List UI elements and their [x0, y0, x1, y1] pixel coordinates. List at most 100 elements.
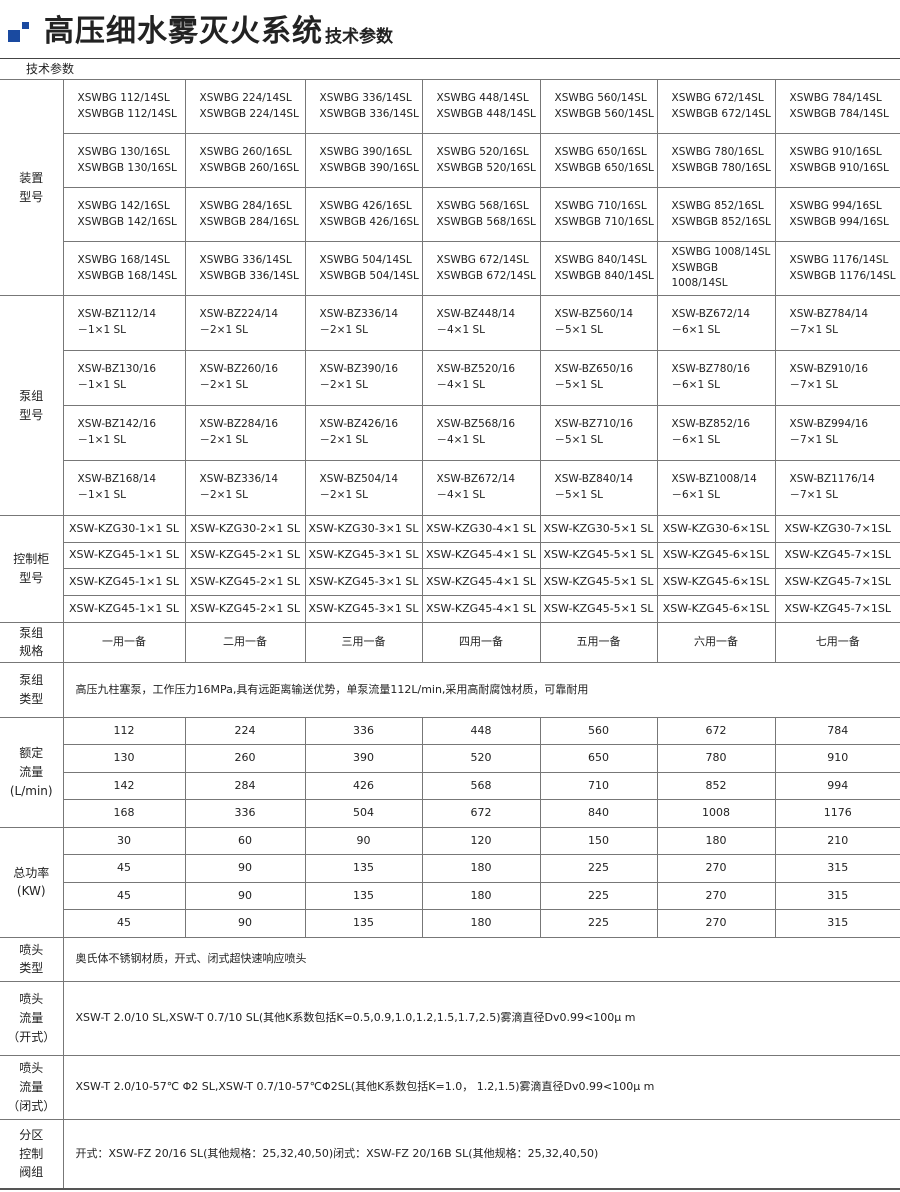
- pump-spec-cell: 二用一备: [184, 621, 306, 663]
- device-model-cell: XSWBG 520/16SL XSWBGB 520/16SL: [421, 133, 541, 188]
- wide-row: 喷头 流量 （开式） XSW-T 2.0/10 SL,XSW-T 0.7/10 S…: [0, 980, 900, 1056]
- cabinet-model-cell: XSW-KZG45-2×1 SL: [184, 541, 306, 570]
- cabinet-model-cell: XSW-KZG30-5×1 SL: [539, 515, 658, 543]
- pump-model-row: XSW-BZ142/16 －1×1 SL XSW-BZ284/16 －2×1 SL…: [0, 405, 900, 461]
- device-model-cell: XSWBG 142/16SL XSWBGB 142/16SL: [62, 187, 186, 242]
- pump-spec-cell: 一用一备: [62, 621, 186, 663]
- device-model-cell: XSWBG 1008/14SL XSWBGB 1008/14SL: [656, 241, 776, 296]
- cabinet-model-cell: XSW-KZG30-6×1SL: [656, 515, 776, 543]
- total-power-cell: 120: [421, 826, 541, 856]
- rated-flow-cell: 852: [656, 771, 776, 801]
- device-model-cell: XSWBG 994/16SL XSWBGB 994/16SL: [774, 187, 900, 242]
- device-model-cell: XSWBG 650/16SL XSWBGB 650/16SL: [539, 133, 658, 188]
- rated-flow-cell: 710: [539, 771, 658, 801]
- cabinet-model-cell: XSW-KZG45-1×1 SL: [62, 568, 186, 597]
- pump-model-cell: XSW-BZ390/16 －2×1 SL: [304, 350, 423, 406]
- device-model-row: 装置 型号 XSWBG 112/14SL XSWBGB 112/14SL XSWBG…: [0, 79, 900, 296]
- rated-flow-cell: 336: [304, 716, 423, 746]
- rated-flow-cell: 448: [421, 716, 541, 746]
- pump-model-row: XSW-BZ130/16 －1×1 SL XSW-BZ260/16 －2×1 SL…: [0, 350, 900, 406]
- cabinet-model-row: XSW-KZG45-1×1 SL XSW-KZG45-2×1 SL XSW-KZG4…: [0, 541, 900, 570]
- device-model-cell: XSWBG 1176/14SL XSWBGB 1176/14SL: [774, 241, 900, 296]
- spec-table: 技术参数 装置 型号 XSWBG 112/14SL XSWBGB 112/14SL X…: [0, 58, 900, 1191]
- cabinet-model-cell: XSW-KZG30-3×1 SL: [304, 515, 423, 543]
- pump-model-cell: XSW-BZ504/14 －2×1 SL: [304, 460, 423, 516]
- cabinet-model-cell: XSW-KZG45-4×1 SL: [421, 541, 541, 570]
- pump-model-label: 泵组 型号: [0, 295, 64, 516]
- wide-row: 喷头 类型 奥氏体不锈钢材质，开式、闭式超快速响应喷头: [0, 936, 900, 982]
- device-model-cell: XSWBG 560/14SL XSWBGB 560/14SL: [539, 79, 658, 134]
- rated-flow-row: 168 336 504 672 840 1008 1176: [0, 799, 900, 828]
- rated-flow-row: 额定 流量 (L/min) 112 224 336 448 560 672 784: [0, 716, 900, 828]
- total-power-cell: 135: [304, 854, 423, 883]
- cabinet-model-cell: XSW-KZG45-3×1 SL: [304, 541, 423, 570]
- wide-row: 分区 控制 阀组 开式：XSW-FZ 20/16 SL(其他规格：25,32,40…: [0, 1118, 900, 1191]
- device-model-cell: XSWBG 672/14SL XSWBGB 672/14SL: [421, 241, 541, 296]
- total-power-cell: 90: [184, 854, 306, 883]
- total-power-cell: 180: [421, 881, 541, 911]
- rated-flow-cell: 780: [656, 744, 776, 773]
- pump-model-cell: XSW-BZ852/16 －6×1 SL: [656, 405, 776, 461]
- pump-spec-cell: 七用一备: [774, 621, 900, 663]
- device-model-cell: XSWBG 336/14SL XSWBGB 336/14SL: [304, 79, 423, 134]
- pump-model-row: 泵组 型号 XSW-BZ112/14 －1×1 SL XSW-BZ224/14 －2…: [0, 295, 900, 516]
- cabinet-model-label: 控制柜 型号: [0, 515, 64, 623]
- pump-model-cell: XSW-BZ710/16 －5×1 SL: [539, 405, 658, 461]
- cabinet-model-cell: XSW-KZG45-2×1 SL: [184, 595, 306, 623]
- total-power-cell: 90: [184, 881, 306, 911]
- cabinet-model-cell: XSW-KZG45-5×1 SL: [539, 595, 658, 623]
- rated-flow-cell: 142: [62, 771, 186, 801]
- rated-flow-cell: 994: [774, 771, 900, 801]
- rated-flow-cell: 650: [539, 744, 658, 773]
- cabinet-model-cell: XSW-KZG45-4×1 SL: [421, 595, 541, 623]
- cabinet-model-cell: XSW-KZG45-1×1 SL: [62, 541, 186, 570]
- page-title: 高压细水雾灭火系统 技术参数: [8, 6, 393, 50]
- wide-row-text: 开式：XSW-FZ 20/16 SL(其他规格：25,32,40,50)闭式：X…: [62, 1118, 900, 1191]
- device-model-label: 装置 型号: [0, 79, 64, 296]
- device-model-row: XSWBG 130/16SL XSWBGB 130/16SL XSWBG 260/…: [0, 133, 900, 188]
- rated-flow-cell: 520: [421, 744, 541, 773]
- device-model-cell: XSWBG 852/16SL XSWBGB 852/16SL: [656, 187, 776, 242]
- header-label: 技术参数: [0, 58, 900, 80]
- pump-spec-label: 泵组 规格: [0, 621, 64, 663]
- total-power-cell: 135: [304, 909, 423, 938]
- pump-model-cell: XSW-BZ840/14 －5×1 SL: [539, 460, 658, 516]
- pump-model-cell: XSW-BZ142/16 －1×1 SL: [62, 405, 186, 461]
- wide-row-label: 喷头 类型: [0, 936, 64, 982]
- pump-model-cell: XSW-BZ168/14 －1×1 SL: [62, 460, 186, 516]
- rated-flow-cell: 112: [62, 716, 186, 746]
- device-model-cell: XSWBG 260/16SL XSWBGB 260/16SL: [184, 133, 306, 188]
- cabinet-model-cell: XSW-KZG45-6×1SL: [656, 541, 776, 570]
- cabinet-model-cell: XSW-KZG30-2×1 SL: [184, 515, 306, 543]
- pump-model-cell: XSW-BZ520/16 －4×1 SL: [421, 350, 541, 406]
- rated-flow-cell: 1008: [656, 799, 776, 828]
- pump-model-cell: XSW-BZ336/14 －2×1 SL: [304, 295, 423, 351]
- total-power-cell: 60: [184, 826, 306, 856]
- device-model-cell: XSWBG 784/14SL XSWBGB 784/14SL: [774, 79, 900, 134]
- pump-model-cell: XSW-BZ284/16 －2×1 SL: [184, 405, 306, 461]
- cabinet-model-cell: XSW-KZG45-5×1 SL: [539, 568, 658, 597]
- cabinet-model-cell: XSW-KZG45-7×1SL: [774, 568, 900, 597]
- device-model-row: XSWBG 142/16SL XSWBGB 142/16SL XSWBG 284/…: [0, 187, 900, 242]
- cabinet-model-cell: XSW-KZG45-2×1 SL: [184, 568, 306, 597]
- rated-flow-cell: 224: [184, 716, 306, 746]
- pump-type-text: 高压九柱塞泵，工作压力16MPa,具有远距离输送优势，单泵流量112L/min,…: [62, 661, 900, 718]
- total-power-cell: 135: [304, 881, 423, 911]
- total-power-cell: 225: [539, 909, 658, 938]
- device-model-cell: XSWBG 840/14SL XSWBGB 840/14SL: [539, 241, 658, 296]
- device-model-cell: XSWBG 710/16SL XSWBGB 710/16SL: [539, 187, 658, 242]
- device-model-cell: XSWBG 130/16SL XSWBGB 130/16SL: [62, 133, 186, 188]
- device-model-cell: XSWBG 336/14SL XSWBGB 336/14SL: [184, 241, 306, 296]
- pump-model-cell: XSW-BZ1176/14 －7×1 SL: [774, 460, 900, 516]
- device-model-cell: XSWBG 112/14SL XSWBGB 112/14SL: [62, 79, 186, 134]
- title-sub: 技术参数: [325, 27, 393, 47]
- cabinet-model-cell: XSW-KZG30-4×1 SL: [421, 515, 541, 543]
- pump-model-cell: XSW-BZ672/14 －6×1 SL: [656, 295, 776, 351]
- pump-spec-cell: 六用一备: [656, 621, 776, 663]
- wide-row-text: XSW-T 2.0/10 SL,XSW-T 0.7/10 SL(其他K系数包括K…: [62, 980, 900, 1056]
- total-power-cell: 180: [421, 854, 541, 883]
- total-power-cell: 315: [774, 854, 900, 883]
- pump-model-cell: XSW-BZ224/14 －2×1 SL: [184, 295, 306, 351]
- total-power-cell: 210: [774, 826, 900, 856]
- total-power-row: 总功率 (KW) 30 60 90 120 150 180 210: [0, 826, 900, 938]
